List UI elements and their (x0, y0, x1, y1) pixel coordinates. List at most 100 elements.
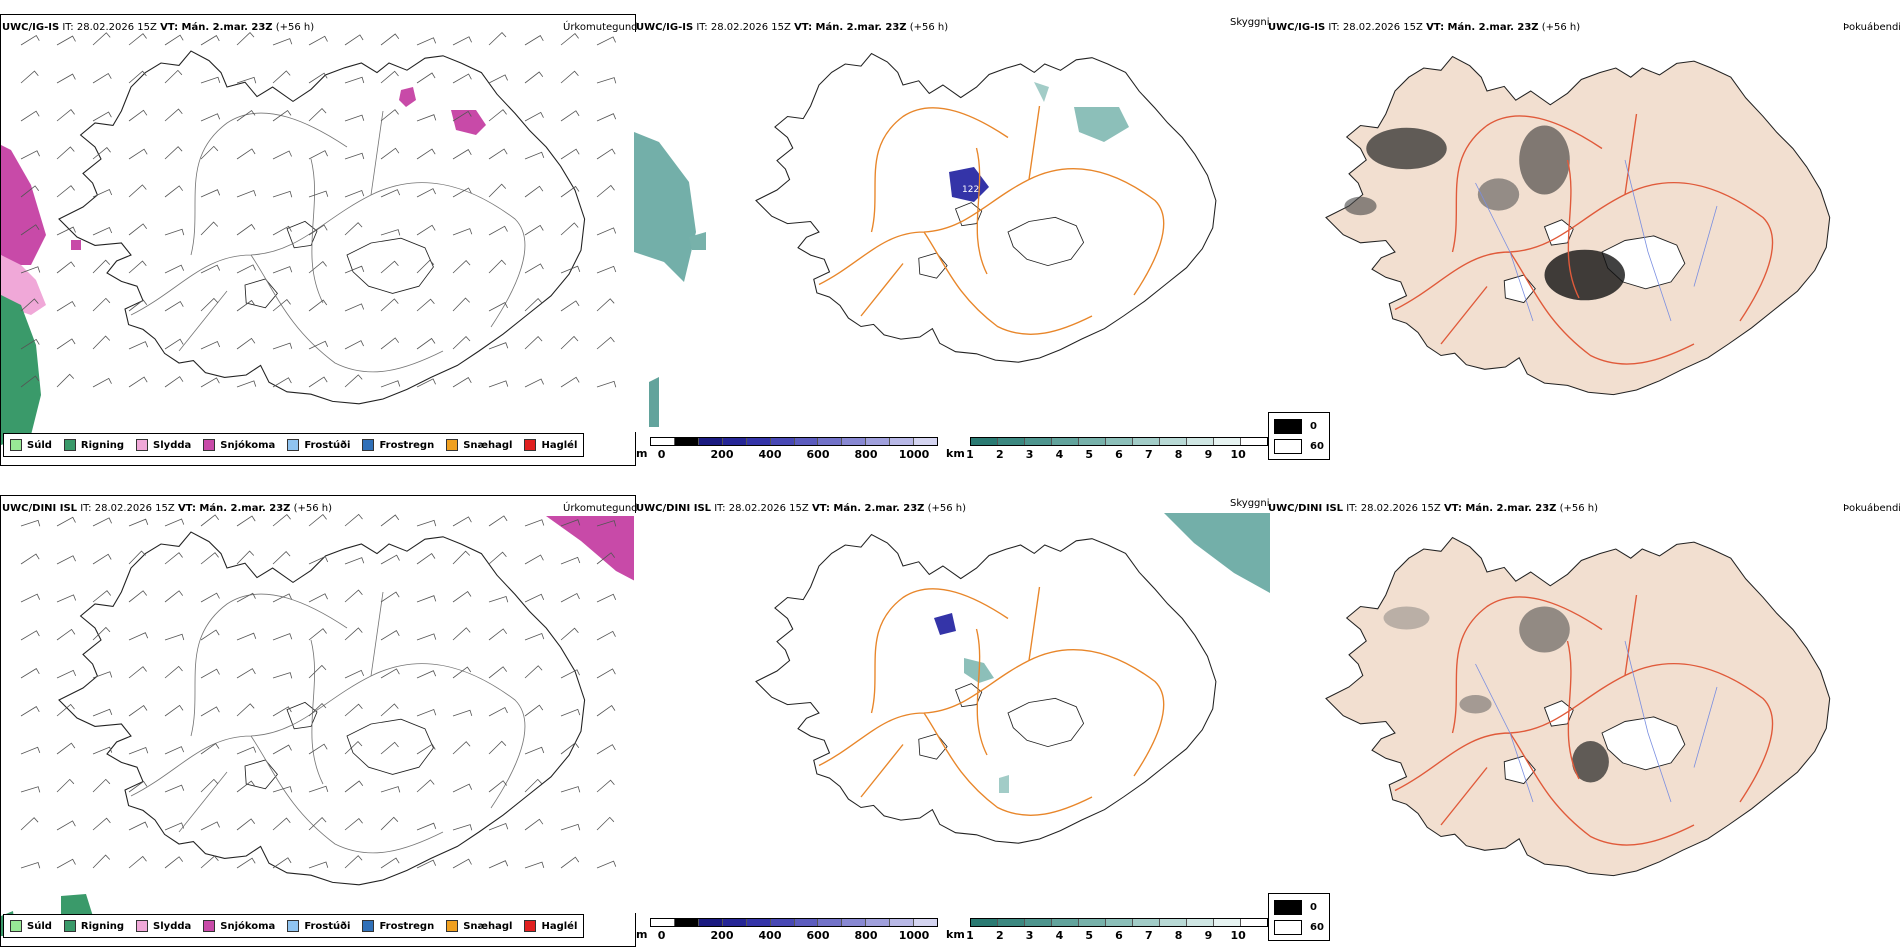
colorbar-cell (722, 438, 747, 445)
wind-barb (560, 669, 580, 679)
wind-barb (452, 591, 472, 603)
fog-legend-label: 60 (1310, 441, 1324, 452)
fog-swatch (1274, 419, 1302, 434)
wind-barb (416, 337, 436, 350)
wind-barb (596, 36, 616, 46)
wind-barb (128, 260, 147, 274)
wind-barb (92, 746, 113, 755)
wind-barb (164, 228, 185, 236)
wind-barb (344, 76, 365, 84)
colorbar-tick-label: 800 (854, 929, 878, 942)
header-precip-row1: UWC/IG-IS IT: 28.02.2026 15Z VT: Mán. 2.… (2, 22, 314, 33)
wind-barb (560, 742, 580, 755)
height-colorbar-labels: 0 200 400 600 800 1000 (650, 927, 938, 942)
wind-barb (56, 185, 75, 198)
wind-barb (272, 786, 293, 793)
wind-barb (308, 514, 327, 527)
wind-barb (20, 185, 40, 198)
wind-barb (92, 147, 111, 160)
wind-barb (164, 665, 183, 679)
fog-swatch (1274, 900, 1302, 915)
wind-barb (128, 148, 148, 160)
fog-legend-item: 0 (1274, 900, 1317, 915)
wind-barb (164, 784, 185, 793)
colorbar-cell (1214, 919, 1241, 926)
wind-barb (56, 778, 75, 793)
colorbar-cell (866, 438, 891, 445)
wind-barb (128, 821, 149, 831)
wind-barb (344, 703, 363, 717)
wind-barb (92, 188, 113, 198)
wind-barb (452, 228, 473, 236)
wind-barb (20, 150, 40, 160)
precip-legend-swatch (10, 439, 22, 451)
precip-legend-swatch (287, 920, 300, 932)
colorbar-cell (914, 438, 938, 445)
wind-barb (416, 708, 437, 717)
wind-barb (308, 190, 329, 198)
wind-barb (524, 111, 544, 122)
colorbar-tick-label: 10 (1230, 448, 1246, 461)
vis-low-west (634, 132, 696, 282)
wind-barb (92, 72, 112, 84)
fog-legend-label: 0 (1310, 902, 1317, 913)
colorbar-cell (1079, 438, 1106, 445)
wind-barb (92, 517, 112, 527)
wind-barb (20, 706, 40, 717)
precip-legend-item: Frostregn (362, 920, 434, 932)
colorbar-tick-label: 1 (966, 448, 974, 461)
wind-barb (20, 224, 40, 236)
wind-barb (164, 264, 185, 274)
snow-area-west (1, 145, 46, 265)
wind-barb (416, 37, 437, 46)
colorbar-cell (914, 919, 938, 926)
wind-barb (560, 592, 580, 603)
wind-barb (20, 110, 40, 122)
wind-barb (596, 148, 616, 160)
wind-barb (380, 816, 399, 831)
wind-barb (344, 627, 363, 641)
wind-barb (488, 595, 509, 603)
header-vis-row1: UWC/IG-IS IT: 28.02.2026 15Z VT: Mán. 2.… (636, 22, 948, 33)
fog-blob (1519, 606, 1570, 653)
wind-barb (416, 670, 437, 679)
wind-barb (128, 184, 147, 198)
wind-barb (380, 630, 400, 641)
wind-barb (560, 856, 580, 869)
wind-barb (128, 223, 148, 236)
wind-barb (56, 820, 76, 831)
precip-legend-swatch (63, 920, 76, 932)
colorbar-tick-label: 2 (995, 448, 1004, 461)
wind-barb (560, 70, 579, 84)
fog-title-row1: Þokuábendi (1843, 22, 1900, 33)
wind-barb (344, 114, 365, 122)
colorbar-cell (998, 919, 1025, 926)
colorbar-cell (866, 919, 891, 926)
wind-barb (92, 590, 112, 603)
wind-barb (56, 669, 77, 679)
wind-barb (164, 633, 185, 641)
wind-barb (128, 109, 148, 122)
vis-map-row1: 122 (634, 52, 1217, 427)
wind-barb (200, 145, 219, 160)
wind-barb (488, 74, 508, 84)
wind-barb (596, 593, 617, 603)
wind-barb (452, 260, 471, 274)
colorbar-tick-label: 8 (1174, 448, 1183, 461)
precip-legend-label: Slydda (153, 439, 192, 451)
wind-barb (596, 520, 617, 527)
wind-barb (308, 743, 328, 755)
wind-barb (200, 113, 221, 122)
wind-barb (128, 780, 148, 793)
wind-barb (488, 32, 507, 46)
wind-barb (452, 36, 472, 46)
wind-barb (272, 38, 293, 46)
header-precip-row2: UWC/DINI ISL IT: 28.02.2026 15Z VT: Mán.… (2, 503, 332, 514)
wind-barb (20, 519, 41, 527)
wind-barb (488, 515, 508, 527)
wind-barb (56, 73, 76, 84)
header-vt: VT: Mán. 2.mar. 23Z (794, 22, 907, 33)
wind-barb (308, 376, 328, 388)
wind-barb (272, 109, 292, 122)
colorbar-cell (746, 919, 771, 926)
